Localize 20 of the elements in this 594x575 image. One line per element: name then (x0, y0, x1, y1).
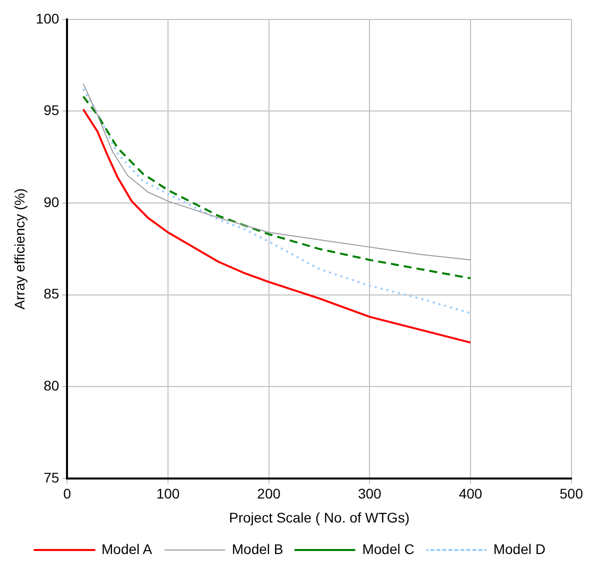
y-tick-label: 100 (36, 10, 60, 26)
legend-label: Model C (362, 540, 414, 557)
y-axis-title: Array efficiency (%) (11, 188, 28, 310)
x-tick-label: 100 (156, 486, 180, 502)
y-tick-label: 75 (44, 469, 60, 486)
y-tick-label: 80 (44, 377, 60, 394)
line-series (82, 96, 472, 280)
x-tick-label: 300 (358, 486, 382, 502)
x-axis-title: Project Scale ( No. of WTGs) (228, 509, 410, 526)
y-tick-label: 95 (44, 102, 60, 118)
legend-label: Model A (102, 540, 153, 557)
legend-label: Model D (493, 540, 546, 557)
x-tick-label: 200 (257, 486, 281, 502)
line-series (82, 88, 472, 314)
x-tick-label: 0 (63, 486, 72, 502)
y-tick-label: 90 (44, 194, 60, 210)
x-tick-label: 400 (458, 486, 482, 502)
x-tick-label: 500 (560, 486, 584, 502)
y-tick-label: 85 (44, 286, 60, 302)
legend-label: Model B (232, 540, 284, 557)
